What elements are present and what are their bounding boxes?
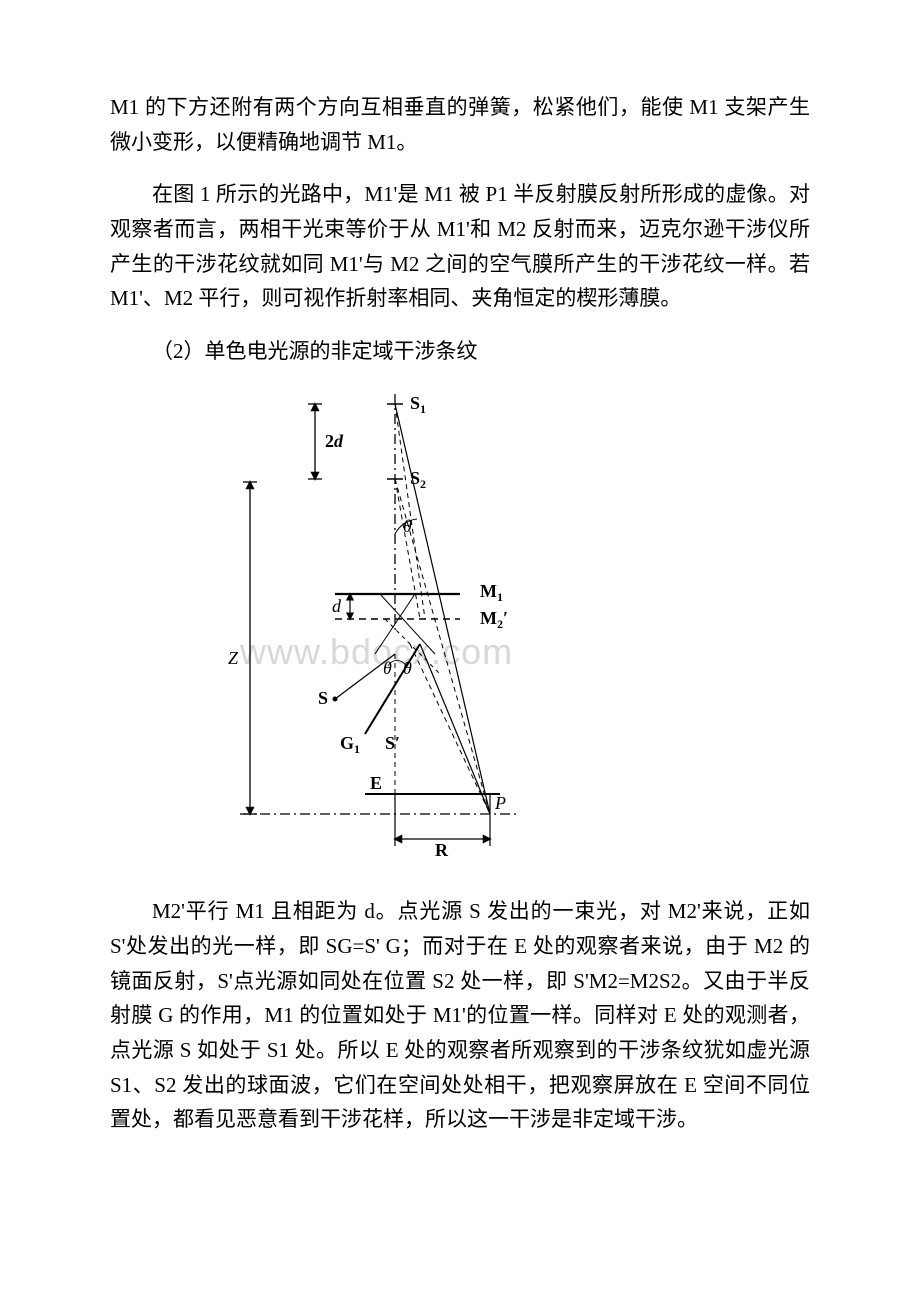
label-s1: S1 (410, 393, 426, 416)
paragraph-1: M1 的下方还附有两个方向互相垂直的弹簧，松紧他们，能使 M1 支架产生微小变形… (110, 90, 810, 159)
page: M1 的下方还附有两个方向互相垂直的弹簧，松紧他们，能使 M1 支架产生微小变形… (0, 0, 920, 1215)
label-g1: G1 (340, 733, 360, 756)
label-m1: M1 (480, 581, 503, 604)
label-sprime: S′ (385, 733, 400, 753)
watermark-text: www.bdocx.com (239, 631, 513, 672)
label-e: E (370, 773, 382, 793)
label-m2p: M2′ (480, 608, 508, 631)
label-z: Z (228, 648, 239, 668)
paragraph-3: M2'平行 M1 且相距为 d。点光源 S 发出的一束光，对 M2'来说，正如 … (110, 894, 810, 1136)
paragraph-2: 在图 1 所示的光路中，M1'是 M1 被 P1 半反射膜反射所形成的虚像。对观… (110, 177, 810, 316)
subheading: （2）单色电光源的非定域干涉条纹 (110, 334, 810, 369)
label-r: R (435, 840, 449, 860)
label-p: P (494, 793, 506, 813)
label-d: d (332, 596, 342, 616)
label-theta2: θ (383, 658, 392, 678)
interference-diagram: www.bdocx.com S1 2d S2 (220, 384, 540, 874)
label-2d: 2d (325, 431, 344, 451)
figure-container: www.bdocx.com S1 2d S2 (110, 384, 810, 874)
label-s: S (318, 688, 328, 708)
